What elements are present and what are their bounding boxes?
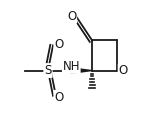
Polygon shape bbox=[71, 67, 92, 74]
Text: O: O bbox=[118, 64, 128, 77]
Text: S: S bbox=[44, 64, 52, 77]
Text: O: O bbox=[67, 10, 77, 23]
Text: NH: NH bbox=[62, 60, 80, 73]
Text: O: O bbox=[54, 38, 63, 51]
Text: O: O bbox=[54, 90, 63, 104]
